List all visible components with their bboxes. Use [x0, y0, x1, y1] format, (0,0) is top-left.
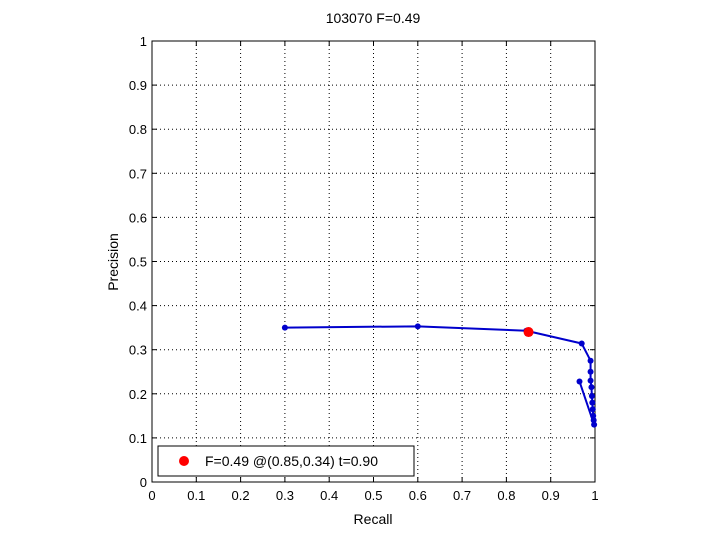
- y-tick-label: 0.8: [129, 122, 147, 137]
- pr-curve-line: [284, 325, 596, 426]
- y-tick-label: 0.5: [129, 255, 147, 270]
- x-tick-label: 1: [591, 488, 598, 503]
- pr-curve-point: [589, 406, 596, 413]
- x-tick-label: 0.9: [542, 488, 560, 503]
- legend: F=0.49 @(0.85,0.34) t=0.90: [157, 445, 415, 477]
- x-axis-title: Recall: [354, 511, 393, 527]
- pr-curve-point: [589, 399, 596, 406]
- y-tick-label: 0.3: [129, 343, 147, 358]
- pr-curve-point: [588, 393, 595, 400]
- y-axis-title: Precision: [105, 233, 121, 291]
- pr-curve-point: [281, 324, 288, 331]
- chart-title: 103070 F=0.49: [326, 10, 421, 26]
- pr-curve-point: [591, 421, 598, 428]
- pr-curve-point: [587, 357, 594, 364]
- pr-curve-point: [414, 323, 421, 330]
- y-tick-label: 0.1: [129, 431, 147, 446]
- y-tick-label: 0.4: [129, 299, 147, 314]
- best-f-point: [523, 327, 534, 338]
- legend-label: F=0.49 @(0.85,0.34) t=0.90: [205, 453, 378, 469]
- legend-box: [157, 445, 415, 477]
- pr-curve-point: [588, 384, 595, 391]
- pr-curve-point: [578, 340, 585, 347]
- y-tick-label: 0.7: [129, 166, 147, 181]
- series: [281, 323, 598, 428]
- y-tick-label: 0.6: [129, 210, 147, 225]
- legend-marker: [179, 456, 189, 466]
- y-tick-label: 0: [140, 475, 147, 490]
- x-tick-label: 0.6: [409, 488, 427, 503]
- x-tick-label: 0.4: [320, 488, 338, 503]
- x-tick-label: 0: [148, 488, 155, 503]
- x-tick-label: 0.3: [276, 488, 294, 503]
- pr-curve-point: [587, 377, 594, 384]
- axis-ticks: 0 0.1 0.2 0.3 0.4 0.5 0.6 0.7 0.8 0.9 1 0 0.1 0.2 0.3 0…: [129, 34, 599, 503]
- y-tick-label: 0.2: [129, 387, 147, 402]
- x-tick-label: 0.7: [453, 488, 471, 503]
- x-tick-label: 0.8: [497, 488, 515, 503]
- y-tick-label: 0.9: [129, 78, 147, 93]
- pr-curve-point: [590, 412, 597, 419]
- pr-curve-point: [590, 417, 597, 424]
- x-tick-label: 0.2: [232, 488, 250, 503]
- x-tick-label: 0.1: [187, 488, 205, 503]
- y-tick-label: 1: [140, 34, 147, 49]
- pr-curve-point: [576, 378, 583, 385]
- grid: [152, 41, 595, 482]
- pr-curve-point: [587, 368, 594, 375]
- x-tick-label: 0.5: [364, 488, 382, 503]
